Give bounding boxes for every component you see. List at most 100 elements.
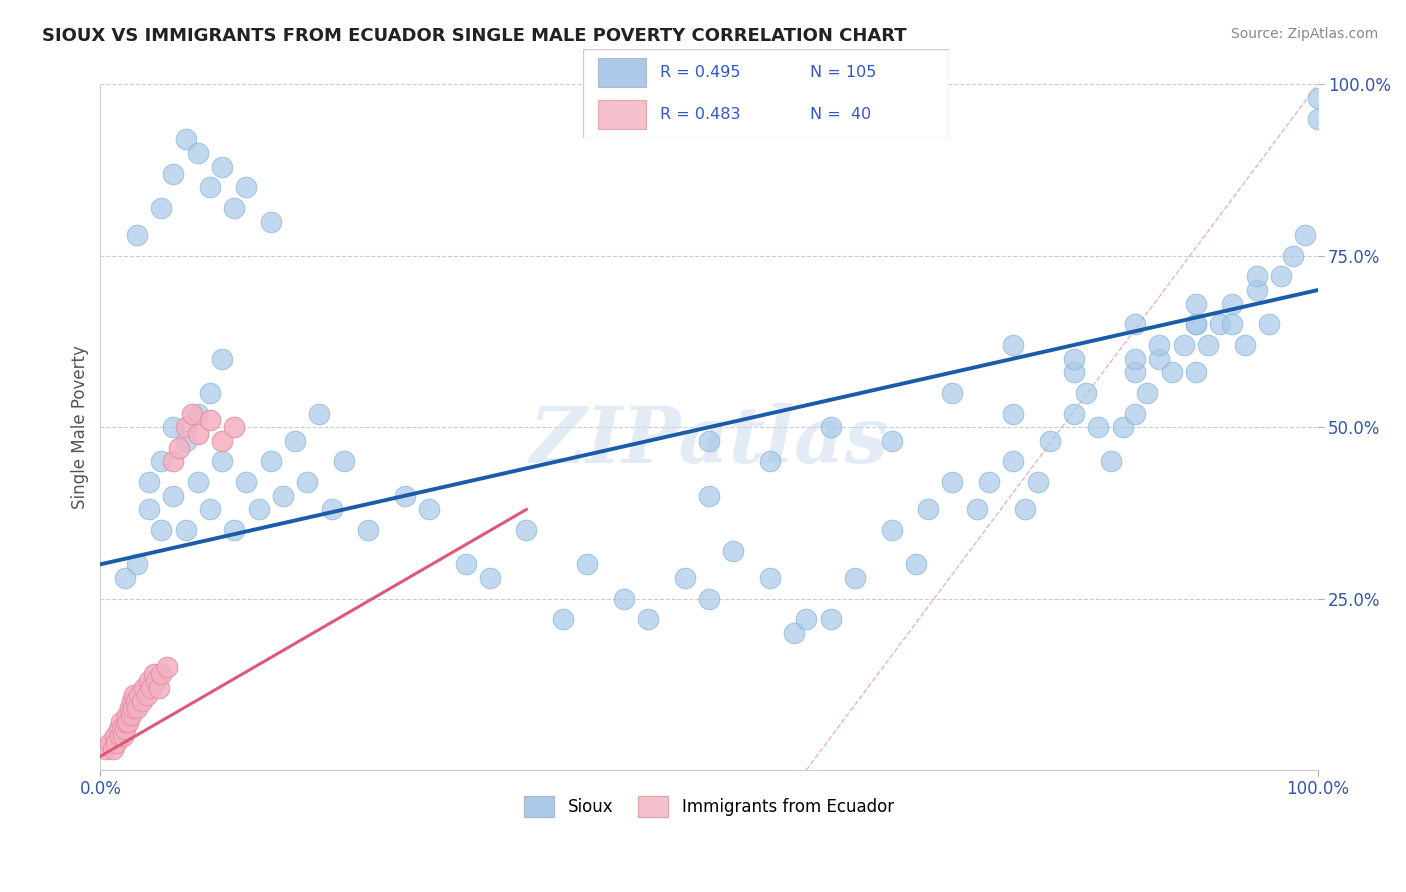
Point: [697, 489, 720, 503]
Point: [114, 571, 136, 585]
Point: [1160, 365, 1182, 379]
Point: [145, 673, 167, 688]
Point: [260, 214, 283, 228]
Point: [235, 180, 257, 194]
Point: [1257, 318, 1279, 332]
Point: [844, 571, 866, 585]
Point: [454, 558, 477, 572]
Point: [187, 146, 209, 161]
Point: [1294, 228, 1316, 243]
Point: [1270, 269, 1292, 284]
Point: [1233, 338, 1256, 352]
Point: [150, 667, 173, 681]
Point: [321, 502, 343, 516]
Point: [124, 688, 146, 702]
Point: [211, 454, 233, 468]
Point: [418, 502, 440, 516]
Point: [114, 722, 136, 736]
FancyBboxPatch shape: [598, 100, 645, 129]
Point: [104, 729, 127, 743]
Point: [1185, 318, 1208, 332]
Point: [150, 454, 173, 468]
Point: [723, 543, 745, 558]
Point: [224, 201, 246, 215]
Point: [115, 708, 138, 723]
Point: [162, 420, 184, 434]
Point: [174, 523, 197, 537]
Point: [394, 489, 416, 503]
Point: [284, 434, 307, 448]
Point: [1282, 249, 1305, 263]
Point: [174, 132, 197, 146]
Point: [1123, 318, 1146, 332]
Point: [101, 742, 124, 756]
Point: [211, 434, 233, 448]
Point: [1136, 386, 1159, 401]
Point: [297, 475, 319, 489]
Point: [1002, 454, 1025, 468]
Point: [1099, 454, 1122, 468]
Point: [235, 475, 257, 489]
Point: [637, 612, 659, 626]
Point: [1063, 407, 1085, 421]
Point: [1222, 297, 1244, 311]
Point: [142, 667, 165, 681]
Point: [1076, 386, 1098, 401]
Point: [697, 434, 720, 448]
Point: [697, 591, 720, 606]
Point: [111, 722, 134, 736]
Point: [131, 694, 153, 708]
Legend: Sioux, Immigrants from Ecuador: Sioux, Immigrants from Ecuador: [517, 789, 900, 823]
Point: [1246, 269, 1268, 284]
Point: [1002, 338, 1025, 352]
Point: [796, 612, 818, 626]
Point: [1039, 434, 1062, 448]
Point: [783, 626, 806, 640]
Text: R = 0.495: R = 0.495: [661, 65, 741, 80]
Point: [759, 454, 782, 468]
Point: [141, 681, 163, 695]
Point: [880, 434, 903, 448]
Point: [1185, 318, 1208, 332]
Point: [551, 612, 574, 626]
Point: [941, 475, 963, 489]
Point: [1026, 475, 1049, 489]
Point: [108, 729, 131, 743]
Point: [138, 502, 160, 516]
FancyBboxPatch shape: [583, 49, 949, 138]
Point: [118, 701, 141, 715]
Point: [673, 571, 696, 585]
Point: [180, 407, 202, 421]
Point: [115, 714, 138, 729]
Point: [156, 660, 179, 674]
Point: [1185, 365, 1208, 379]
Point: [1173, 338, 1195, 352]
Point: [174, 434, 197, 448]
Point: [966, 502, 988, 516]
Point: [162, 489, 184, 503]
Point: [198, 180, 221, 194]
Point: [98, 735, 121, 749]
Point: [150, 201, 173, 215]
Point: [211, 160, 233, 174]
Point: [1209, 318, 1232, 332]
Point: [1123, 365, 1146, 379]
Point: [917, 502, 939, 516]
Point: [117, 714, 139, 729]
Point: [1063, 365, 1085, 379]
Point: [224, 523, 246, 537]
Point: [148, 681, 170, 695]
Point: [128, 688, 150, 702]
Point: [1112, 420, 1135, 434]
Y-axis label: Single Male Poverty: Single Male Poverty: [72, 345, 89, 509]
Point: [1222, 318, 1244, 332]
Point: [1063, 351, 1085, 366]
Point: [1087, 420, 1109, 434]
Point: [187, 475, 209, 489]
Point: [135, 688, 157, 702]
Point: [110, 714, 132, 729]
Point: [759, 571, 782, 585]
Point: [820, 420, 842, 434]
Text: R = 0.483: R = 0.483: [661, 107, 741, 122]
Point: [138, 475, 160, 489]
